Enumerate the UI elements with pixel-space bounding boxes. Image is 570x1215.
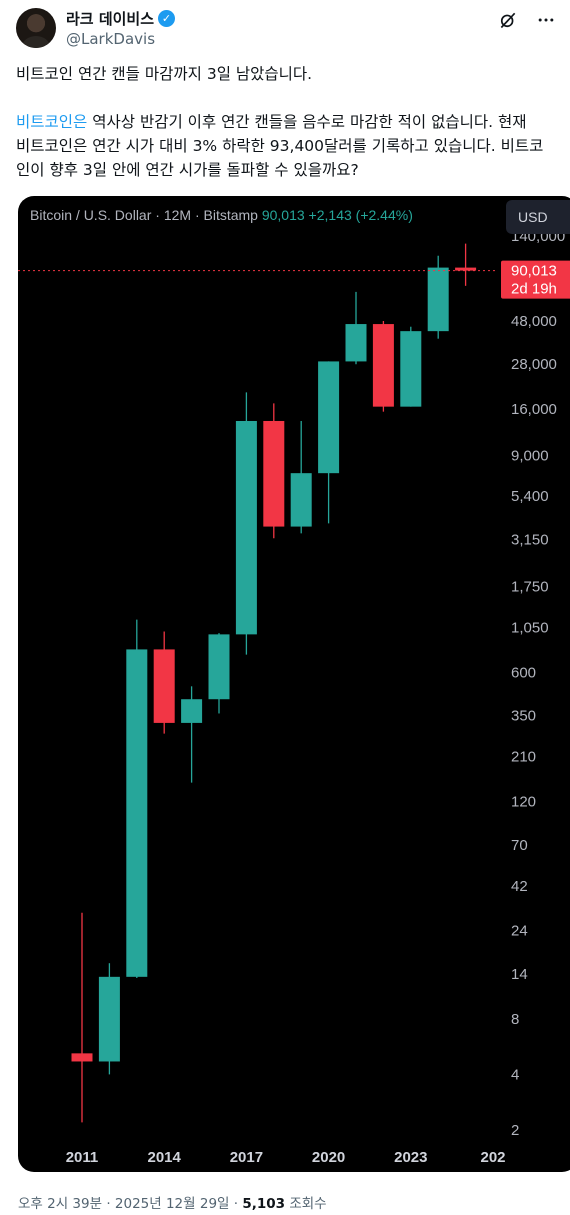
candle	[290, 420, 312, 534]
candle	[235, 392, 257, 655]
y-tick-label: 28,000	[511, 356, 557, 373]
views-label: 조회수	[285, 1196, 327, 1212]
views-count: 5,103	[242, 1196, 286, 1212]
candle	[318, 361, 340, 524]
tweet-line-text: 역사상 반감기 이후 연간 캔들을 음수로 마감한 적이 없습니다. 현재	[87, 113, 527, 131]
tweet-line: 인이 향후 3일 안에 연간 시가를 돌파할 수 있을까요?	[16, 161, 359, 179]
y-tick-label: 9,000	[511, 447, 549, 464]
y-tick-label: 1,050	[511, 620, 549, 637]
y-tick-label: 600	[511, 664, 536, 681]
hashtag-link[interactable]: 비트코인은	[16, 113, 88, 131]
candlestick-chart: 248142442701202103506001,0501,7503,1505,…	[18, 228, 570, 1166]
candle	[181, 686, 203, 783]
candle	[98, 963, 120, 1075]
author-name-row: 라크 데이비스 ✓	[66, 8, 176, 29]
y-tick-label: 1,750	[511, 579, 549, 596]
x-tick-label: 202	[480, 1149, 505, 1166]
tweet-meta: 오후 2시 39분 · 2025년 12월 29일 · 5,103 조회수	[18, 1192, 327, 1212]
verified-badge-icon: ✓	[158, 10, 176, 27]
chart-image[interactable]: 2 4 8 14 24 42 70 120 210 350 600 1,050 1,750 3,150 5,…	[18, 196, 570, 1172]
tweet-text: 비트코인 연간 캔들 마감까지 3일 남았습니다. 비트코인은 역사상 반감기 …	[16, 62, 570, 182]
y-tick-label: 16,000	[511, 401, 557, 418]
timestamp-link[interactable]: 오후 2시 39분 · 2025년 12월 29일 ·	[18, 1196, 243, 1212]
candle	[263, 403, 285, 539]
candle	[400, 326, 422, 407]
candle-body	[290, 473, 312, 527]
candle-body	[71, 1053, 93, 1062]
candle-body	[400, 331, 422, 407]
grok-icon[interactable]	[496, 10, 520, 34]
candle-body	[235, 420, 257, 635]
candle	[427, 255, 449, 339]
y-tick-label: 5,400	[511, 488, 549, 505]
x-tick-label: 2017	[230, 1149, 263, 1166]
y-tick-label: 42	[511, 878, 528, 895]
candle-body	[345, 324, 367, 362]
avatar[interactable]	[16, 8, 56, 48]
y-tick-label: 8	[511, 1011, 519, 1028]
candle	[345, 291, 367, 365]
countdown-label: 2d 19h	[511, 281, 557, 298]
price-change-label: 90,013 +2,143 (+2.44%)	[261, 207, 413, 223]
y-tick-label: 3,150	[511, 531, 549, 548]
candle-body	[427, 267, 449, 332]
x-tick-label: 2014	[148, 1149, 182, 1166]
y-tick-label: 48,000	[511, 313, 557, 330]
last-price-label: 90,013	[511, 263, 557, 280]
tweet-line: 비트코인은 연간 시가 대비 3% 하락한 93,400달러를 기록하고 있습니…	[16, 137, 544, 155]
y-tick-label: 350	[511, 708, 536, 725]
candle-body	[126, 649, 148, 977]
candle	[455, 243, 477, 286]
x-tick-label: 2020	[312, 1149, 345, 1166]
tweet-line: 비트코인은 역사상 반감기 이후 연간 캔들을 음수로 마감한 적이 없습니다.…	[16, 110, 570, 134]
tweet-line: 비트코인 연간 캔들 마감까지 3일 남았습니다.	[16, 65, 313, 83]
candle-body	[455, 267, 477, 271]
candle	[71, 912, 93, 1123]
candle	[208, 633, 230, 714]
y-tick-label: 120	[511, 794, 536, 811]
y-tick-label: 210	[511, 749, 536, 766]
author-handle[interactable]: @LarkDavis	[66, 30, 156, 48]
price-label-box	[501, 260, 570, 299]
candle-body	[208, 634, 230, 700]
more-options-icon[interactable]	[534, 10, 558, 34]
header-actions	[496, 10, 558, 34]
display-name[interactable]: 라크 데이비스	[66, 10, 155, 28]
candle	[126, 619, 148, 979]
x-tick-label: 2011	[66, 1149, 99, 1166]
chart-legend: Bitcoin / U.S. Dollar · 12M · Bitstamp 9…	[30, 207, 413, 223]
y-tick-label: 24	[511, 923, 528, 940]
candle	[153, 631, 175, 734]
currency-button[interactable]: USD	[506, 200, 570, 234]
candle-body	[318, 361, 340, 474]
x-tick-label: 2023	[394, 1149, 427, 1166]
y-tick-label: 70	[511, 837, 528, 854]
candle	[372, 321, 394, 412]
y-tick-label: 2	[511, 1122, 519, 1139]
candle-body	[98, 976, 120, 1062]
y-tick-label: 14	[511, 966, 528, 983]
candle-body	[181, 699, 203, 723]
symbol-label: Bitcoin / U.S. Dollar · 12M · Bitstamp	[30, 207, 258, 223]
candle-body	[263, 420, 285, 527]
y-tick-label: 4	[511, 1066, 519, 1083]
candle-body	[372, 324, 394, 407]
candle-body	[153, 649, 175, 723]
